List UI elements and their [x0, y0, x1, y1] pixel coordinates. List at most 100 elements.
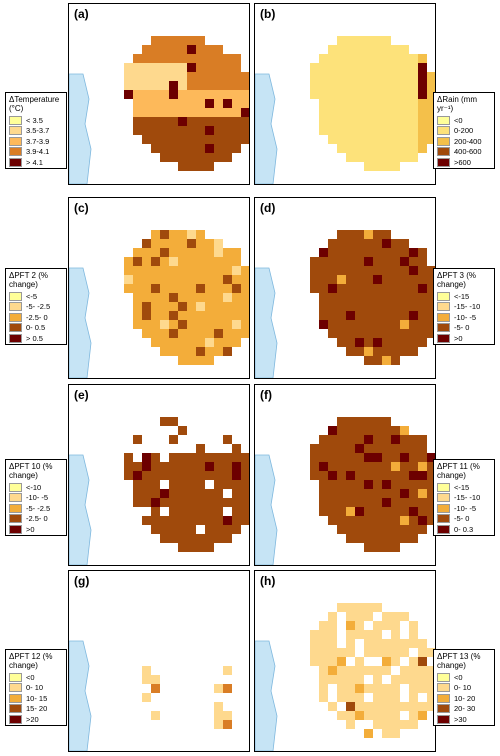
grid-cell [232, 63, 241, 72]
grid-cell [400, 612, 409, 621]
grid-cell [355, 338, 364, 347]
grid-cell [328, 311, 337, 320]
grid-cell [160, 489, 169, 498]
ocean-area [69, 73, 92, 184]
grid-cell [355, 711, 364, 720]
legend-swatch [9, 126, 22, 136]
grid-cell [169, 516, 178, 525]
grid-cell [187, 153, 196, 162]
grid-cell [337, 603, 346, 612]
grid-cell [364, 480, 373, 489]
grid-cell [382, 45, 391, 54]
grid-cell [214, 311, 223, 320]
grid-cell [355, 621, 364, 630]
grid-cell [214, 338, 223, 347]
grid-cell [373, 648, 382, 657]
grid-cell [382, 320, 391, 329]
grid-cell [328, 462, 337, 471]
grid-cell [214, 153, 223, 162]
grid-cell [337, 329, 346, 338]
grid-cell [409, 711, 418, 720]
grid-cell [409, 657, 418, 666]
legend-swatch [437, 482, 450, 492]
grid-cell [346, 54, 355, 63]
grid-cell [232, 90, 241, 99]
grid-cell [160, 81, 169, 90]
legend-label: > 4.1 [26, 157, 43, 167]
grid-cell [232, 135, 241, 144]
legend-item: <0 [6, 672, 66, 683]
grid-cell [346, 153, 355, 162]
grid-cell [346, 603, 355, 612]
grid-cell [409, 284, 418, 293]
grid-cell [364, 462, 373, 471]
grid-cell [409, 693, 418, 702]
grid-cell [169, 63, 178, 72]
grid-cell [205, 72, 214, 81]
grid-cell [178, 81, 187, 90]
grid-cell [169, 302, 178, 311]
grid-cell [346, 81, 355, 90]
grid-cell [418, 507, 427, 516]
grid-cell [418, 711, 427, 720]
grid-cell [319, 108, 328, 117]
grid-cell [310, 648, 319, 657]
grid-cell [232, 54, 241, 63]
grid-cell [178, 126, 187, 135]
legend-label: -15- -10 [454, 493, 481, 502]
grid-cell [400, 266, 409, 275]
grid-cell [391, 293, 400, 302]
grid-cell [391, 453, 400, 462]
grid-cell [133, 275, 142, 284]
grid-cell [133, 126, 142, 135]
grid-cell [142, 666, 151, 675]
grid-cell [427, 471, 435, 480]
grid-cell [133, 293, 142, 302]
grid-cell [133, 54, 142, 63]
grid-cell [160, 126, 169, 135]
grid-cell [418, 117, 427, 126]
grid-cell [169, 320, 178, 329]
grid-cell [178, 239, 187, 248]
grid-cell [178, 90, 187, 99]
grid-cell [196, 257, 205, 266]
grid-cell [418, 284, 427, 293]
grid-cell [337, 135, 346, 144]
grid-cell [310, 471, 319, 480]
grid-cell [223, 320, 232, 329]
grid-cell [310, 284, 319, 293]
grid-cell [391, 302, 400, 311]
grid-cell [409, 126, 418, 135]
grid-cell [355, 444, 364, 453]
grid-cell [418, 90, 427, 99]
grid-cell [169, 230, 178, 239]
grid-cell [169, 108, 178, 117]
grid-cell [427, 320, 435, 329]
grid-cell [142, 63, 151, 72]
grid-cell [337, 435, 346, 444]
grid-cell [160, 525, 169, 534]
legend-swatch [437, 333, 450, 343]
grid-cell [391, 630, 400, 639]
grid-cell [169, 126, 178, 135]
grid-cell [187, 117, 196, 126]
grid-cell [142, 54, 151, 63]
grid-cell [418, 498, 427, 507]
grid-cell [391, 444, 400, 453]
legend-item: 0- 10 [434, 683, 494, 694]
grid-cell [205, 462, 214, 471]
grid-cell [178, 153, 187, 162]
grid-cell [178, 543, 187, 552]
grid-cell [142, 329, 151, 338]
legend-item: >600 [434, 157, 494, 168]
grid-cell [241, 108, 249, 117]
grid-cell [214, 516, 223, 525]
grid-cell [355, 480, 364, 489]
grid-cell [337, 239, 346, 248]
grid-cell [160, 230, 169, 239]
grid-cell [409, 108, 418, 117]
grid-cell [223, 516, 232, 525]
grid-cell [346, 444, 355, 453]
grid-cell [214, 284, 223, 293]
legend-item: < 3.5 [6, 115, 66, 126]
